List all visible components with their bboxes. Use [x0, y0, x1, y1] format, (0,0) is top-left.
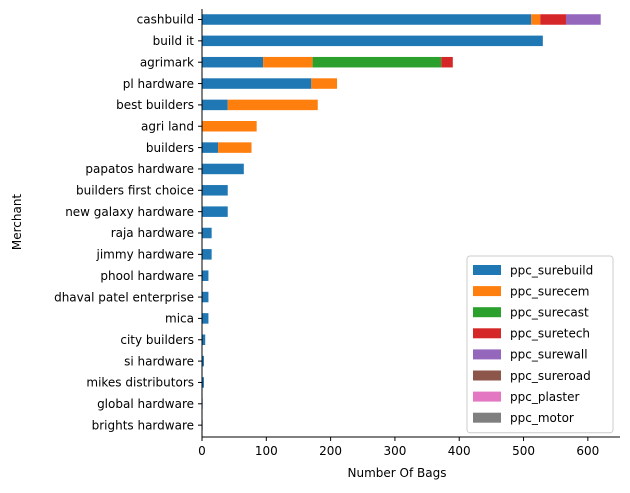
bar-si-hardware-ppc-surebuild — [202, 355, 204, 367]
bar-city-builders-ppc-surebuild — [202, 334, 206, 345]
legend-label-ppc-surecem: ppc_surecem — [510, 284, 589, 298]
y-axis-label: Merchant — [10, 194, 24, 251]
bar-raja-hardware-ppc-surebuild — [202, 227, 212, 239]
x-ticks: 0 100 200 300 400 500 600 — [198, 437, 599, 458]
bar-best-builders-ppc-surebuild — [202, 99, 228, 111]
bar-builders-ppc-surecem — [218, 142, 252, 153]
bar-cashbuild-ppc-suretech — [540, 14, 566, 25]
x-tick-label: 400 — [448, 444, 471, 458]
x-tick-label: 500 — [512, 444, 535, 458]
bar-cashbuild-ppc-surebuild — [202, 14, 532, 25]
bar-pl-hardware-ppc-surecem — [311, 78, 338, 89]
y-tick-label: builders first choice — [76, 184, 194, 198]
legend-swatch-ppc-suretech — [473, 328, 501, 339]
bar-mica-ppc-surebuild — [202, 313, 209, 324]
legend-swatch-ppc-motor — [473, 412, 501, 423]
legend-label-ppc-plaster: ppc_plaster — [510, 390, 579, 404]
bar-agrimark-ppc-surebuild — [202, 56, 264, 68]
legend-swatch-ppc-surecem — [473, 286, 501, 297]
bar-cashbuild-ppc-surecem — [531, 14, 541, 25]
y-tick-label: city builders — [120, 333, 194, 347]
y-tick-label: mikes distributors — [86, 376, 194, 390]
legend-box — [466, 255, 614, 434]
y-tick-label: jimmy hardware — [96, 248, 194, 262]
legend-swatch-ppc-surecast — [473, 307, 501, 318]
y-tick-label: cashbuild — [137, 13, 194, 27]
x-tick-label: 200 — [319, 444, 342, 458]
y-tick-label: raja hardware — [111, 226, 194, 240]
x-tick-label: 600 — [576, 444, 599, 458]
y-tick-label: phool hardware — [100, 269, 194, 283]
x-tick-label: 300 — [383, 444, 406, 458]
bar-mikes-distributors-ppc-surebuild — [202, 377, 204, 388]
y-tick-label: new galaxy hardware — [65, 205, 194, 219]
bars-layer — [202, 14, 601, 431]
bar-agrimark-ppc-surecem — [263, 56, 313, 68]
legend-swatch-ppc-sureroad — [473, 370, 501, 381]
bar-new-galaxy-hardware-ppc-surebuild — [202, 206, 228, 217]
bar-best-builders-ppc-surecem — [227, 99, 318, 111]
legend-label-ppc-suretech: ppc_suretech — [510, 327, 590, 341]
y-tick-label: agrimark — [140, 55, 194, 69]
bar-dhaval-patel-enterprise-ppc-surebuild — [202, 291, 209, 303]
legend: ppc_surebuild ppc_surecem ppc_surecast ppc_… — [466, 255, 614, 434]
bar-phool-hardware-ppc-surebuild — [202, 270, 209, 281]
y-tick-label: best builders — [116, 98, 194, 112]
bar-papatos-hardware-ppc-surebuild — [202, 163, 244, 175]
legend-swatch-ppc-surewall — [473, 349, 501, 360]
bar-build-it-ppc-surebuild — [202, 35, 543, 47]
bar-agri-land-ppc-surecem — [202, 121, 257, 132]
y-tick-label: pl hardware — [123, 77, 194, 91]
legend-swatch-ppc-plaster — [473, 391, 501, 402]
legend-label-ppc-surecast: ppc_surecast — [510, 306, 589, 320]
y-tick-label: dhaval patel enterprise — [54, 290, 194, 304]
bar-agrimark-ppc-suretech — [441, 56, 453, 68]
legend-label-ppc-motor: ppc_motor — [510, 411, 574, 425]
x-axis-label: Number Of Bags — [348, 466, 447, 480]
y-ticks: cashbuild build it agrimark pl hardware best… — [54, 13, 202, 432]
legend-swatch-ppc-surebuild — [473, 265, 501, 275]
y-tick-label: papatos hardware — [85, 162, 194, 176]
bar-pl-hardware-ppc-surebuild — [202, 78, 312, 89]
y-tick-label: brights hardware — [92, 418, 194, 432]
legend-label-ppc-surebuild: ppc_surebuild — [510, 263, 593, 277]
x-tick-label: 100 — [255, 444, 278, 458]
bar-cashbuild-ppc-surewall — [565, 14, 601, 25]
axes-layer — [201, 9, 620, 438]
bar-agrimark-ppc-surecast — [312, 56, 442, 68]
y-tick-label: build it — [153, 34, 195, 48]
y-tick-label: agri land — [141, 119, 194, 133]
bar-builders-first-choice-ppc-surebuild — [202, 185, 228, 196]
bar-builders-ppc-surebuild — [202, 142, 219, 153]
bar-jimmy-hardware-ppc-surebuild — [202, 249, 212, 260]
y-tick-label: builders — [146, 141, 194, 155]
y-tick-label: global hardware — [97, 397, 194, 411]
y-tick-label: si hardware — [124, 354, 194, 368]
x-tick-label: 0 — [198, 444, 206, 458]
legend-label-ppc-surewall: ppc_surewall — [510, 348, 588, 362]
legend-label-ppc-sureroad: ppc_sureroad — [510, 369, 591, 383]
y-tick-label: mica — [165, 312, 194, 326]
